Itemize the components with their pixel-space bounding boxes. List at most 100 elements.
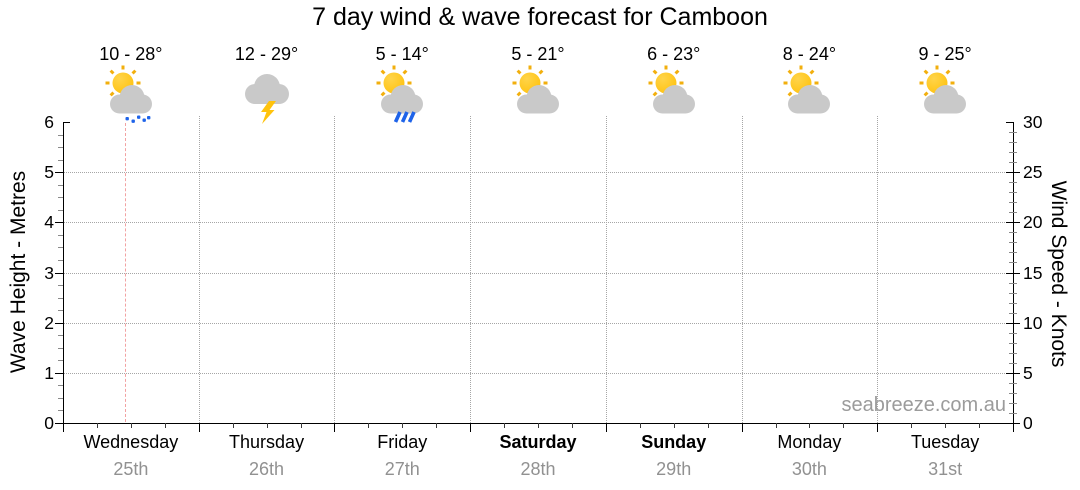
left-axis-major-tick: [55, 222, 63, 224]
h-gridline: [63, 272, 1013, 274]
v-gridline: [605, 116, 607, 423]
day-date-label: 30th: [791, 459, 827, 479]
x-axis-minor-tick: [639, 423, 641, 428]
right-axis-minor-tick: [1009, 282, 1017, 284]
v-gridline: [470, 116, 472, 423]
left-axis-minor-tick: [58, 310, 63, 312]
right-axis-tick-label: 25: [1023, 162, 1043, 183]
right-axis-minor-tick: [1009, 182, 1017, 184]
x-axis-minor-tick: [504, 423, 506, 428]
temp-range-label: 10 - 28°: [99, 44, 163, 64]
partly-cloudy-icon: [645, 64, 703, 126]
x-axis-minor-tick: [96, 423, 98, 428]
left-axis-minor-tick: [58, 385, 63, 387]
x-axis-minor-tick: [538, 423, 539, 428]
x-axis-minor-tick: [843, 423, 845, 428]
x-axis-minor-tick: [775, 423, 777, 428]
right-axis-major-tick: [1006, 322, 1020, 324]
partly-cloudy-icon: [780, 64, 838, 126]
x-axis-minor-tick: [232, 423, 234, 428]
day-name-label: Friday: [377, 432, 428, 452]
temp-range-label: 9 - 25°: [918, 44, 972, 64]
right-axis-major-tick: [1006, 272, 1020, 274]
left-axis-minor-tick: [58, 184, 63, 186]
left-axis-end-cap: [63, 122, 70, 123]
left-axis-tick-label: 4: [44, 212, 54, 233]
left-axis-major-tick: [55, 423, 63, 424]
right-axis-end-cap: [1006, 122, 1013, 123]
right-axis-minor-tick: [1009, 192, 1017, 194]
left-axis-tick-label: 0: [44, 413, 54, 433]
x-axis-major-tick: [1013, 423, 1014, 432]
right-axis-minor-tick: [1009, 412, 1017, 414]
left-axis-major-tick: [55, 372, 63, 374]
day-date-label: 27th: [384, 459, 420, 479]
left-axis-minor-tick: [58, 347, 63, 349]
x-axis-major-tick: [334, 423, 336, 432]
x-axis-major-tick: [198, 423, 200, 432]
left-axis-minor-tick: [58, 335, 63, 337]
x-axis-minor-tick: [979, 423, 981, 428]
left-axis-spine: [63, 122, 64, 423]
x-axis-minor-tick: [402, 423, 404, 428]
right-axis-tick-label: 20: [1023, 212, 1043, 233]
right-axis-minor-tick: [1009, 152, 1017, 154]
current-time-line: [125, 123, 127, 422]
x-axis-minor-tick: [130, 423, 132, 428]
day-date-label: 29th: [656, 459, 692, 479]
right-axis-tick-label: 5: [1023, 362, 1033, 383]
left-axis-minor-tick: [58, 285, 63, 287]
partly-cloudy-icon: [916, 64, 974, 126]
h-gridline: [63, 372, 1013, 374]
right-axis-minor-tick: [1009, 392, 1017, 394]
x-axis-minor-tick: [911, 423, 913, 428]
h-gridline: [63, 172, 1013, 174]
right-axis-minor-tick: [1009, 382, 1017, 384]
temp-range-label: 8 - 24°: [782, 44, 837, 64]
h-gridline: [63, 322, 1013, 324]
left-axis-minor-tick: [58, 297, 63, 299]
day-date-label: 28th: [520, 459, 556, 479]
day-date-label: 31st: [928, 459, 963, 479]
temp-range-label: 5 - 14°: [375, 44, 429, 64]
left-axis-tick-label: 3: [44, 262, 54, 283]
temp-range-label: 5 - 21°: [511, 44, 565, 64]
partly-cloudy-rain-icon: [373, 64, 431, 126]
left-axis-minor-tick: [58, 247, 63, 249]
x-axis-major-tick: [63, 423, 64, 432]
left-axis-minor-tick: [58, 209, 63, 211]
right-axis-minor-tick: [1009, 242, 1017, 244]
v-gridline: [198, 116, 200, 423]
right-axis-minor-tick: [1009, 142, 1017, 144]
right-axis-minor-tick: [1009, 332, 1017, 334]
watermark: seabreeze.com.au: [841, 394, 1006, 416]
left-axis-minor-tick: [58, 234, 63, 236]
x-axis-minor-tick: [707, 423, 709, 428]
x-axis-major-tick: [877, 423, 879, 432]
x-axis-minor-tick: [300, 423, 302, 428]
right-axis-tick-label: 30: [1023, 112, 1043, 132]
right-axis-tick-label: 0: [1023, 413, 1033, 433]
left-axis-tick-label: 1: [44, 362, 54, 383]
x-axis-minor-tick: [368, 423, 370, 428]
left-axis-minor-tick: [58, 397, 63, 399]
day-name-label: Wednesday: [83, 432, 179, 452]
right-axis-minor-tick: [1009, 162, 1017, 164]
right-axis-minor-tick: [1009, 362, 1017, 364]
left-axis-minor-tick: [58, 360, 63, 362]
x-axis-minor-tick: [945, 423, 947, 428]
left-axis-minor-tick: [58, 159, 63, 161]
day-name-label: Tuesday: [910, 432, 980, 452]
left-axis-minor-tick: [58, 197, 63, 199]
partly-cloudy-icon: [509, 64, 567, 126]
x-axis-minor-tick: [571, 423, 573, 428]
v-gridline: [741, 116, 743, 423]
left-axis-minor-tick: [58, 259, 63, 261]
right-axis-minor-tick: [1009, 232, 1017, 234]
v-gridline: [334, 116, 336, 423]
left-axis-major-tick: [55, 322, 63, 324]
left-axis-major-tick: [55, 272, 63, 274]
right-axis-minor-tick: [1009, 312, 1017, 314]
left-axis-tick-label: 5: [44, 162, 54, 183]
right-axis-minor-tick: [1009, 262, 1017, 264]
